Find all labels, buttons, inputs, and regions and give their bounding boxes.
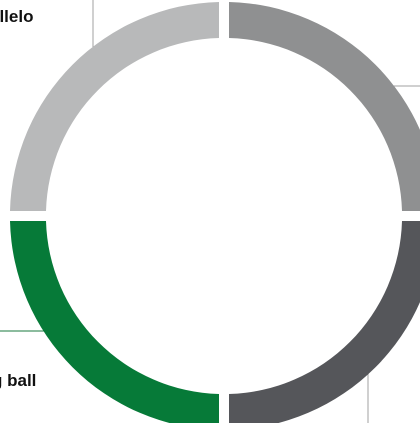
segment-bottom-left — [10, 221, 219, 423]
segment-top-right — [229, 2, 420, 211]
segment-top-left — [10, 2, 219, 211]
segment-label-top-left: allelo — [0, 7, 34, 26]
segment-label-bottom-left: g ball — [0, 371, 37, 390]
segment-bottom-right — [229, 221, 420, 423]
